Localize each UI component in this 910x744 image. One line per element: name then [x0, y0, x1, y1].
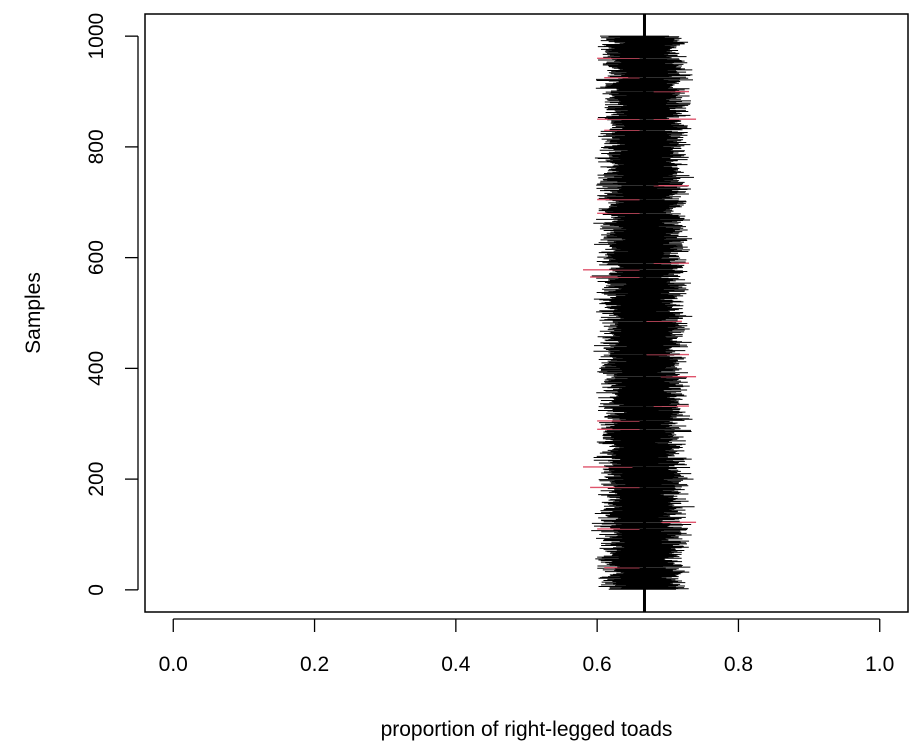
y-axis-label: Samples	[22, 272, 45, 354]
x-tick-label: 0.2	[300, 653, 329, 676]
x-tick-label: 0.8	[724, 653, 753, 676]
interval-lines	[583, 35, 697, 590]
y-tick-label: 600	[85, 240, 108, 275]
y-axis: 0 200 400 600 800 1000	[85, 13, 139, 596]
plot-frame	[144, 13, 909, 613]
x-tick-label: 0.0	[159, 653, 188, 676]
y-tick-label: 1000	[85, 13, 108, 60]
x-axis: 0.0 0.2 0.4 0.6 0.8 1.0	[159, 618, 894, 676]
y-tick-label: 800	[85, 129, 108, 164]
x-tick-label: 0.6	[583, 653, 612, 676]
y-tick-label: 400	[85, 351, 108, 386]
x-tick-label: 1.0	[865, 653, 894, 676]
x-tick-label: 0.4	[441, 653, 471, 676]
y-tick-label: 0	[85, 584, 108, 596]
x-axis-label: proportion of right-legged toads	[381, 718, 673, 741]
y-tick-label: 200	[85, 462, 108, 497]
